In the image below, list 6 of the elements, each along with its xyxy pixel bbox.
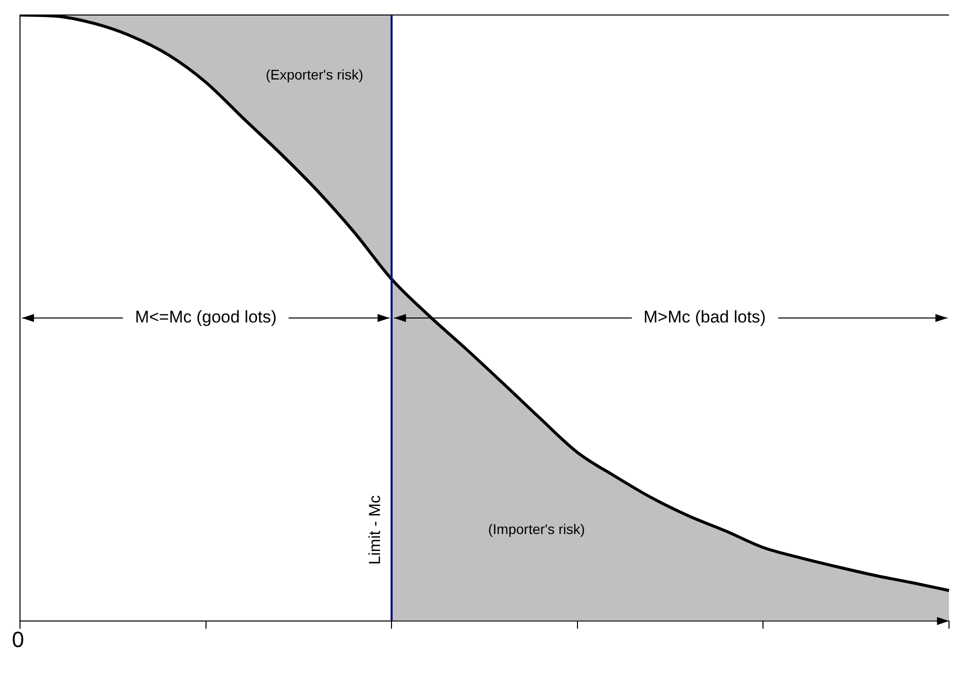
annotation: M<=Mc (good lots) (134, 308, 277, 327)
annotation: (Exporter's risk) (266, 66, 364, 82)
annotation: M>Mc (bad lots) (644, 308, 766, 327)
annotation: Limit - Mc (367, 495, 384, 565)
annotation: (Importer's risk) (488, 520, 585, 537)
text: 0 (12, 626, 24, 652)
